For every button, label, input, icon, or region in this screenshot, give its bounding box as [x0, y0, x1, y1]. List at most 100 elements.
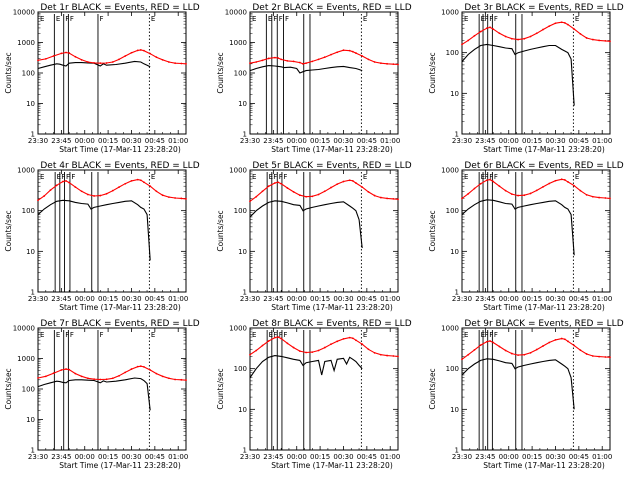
x-tick-label: 00:00: [75, 137, 95, 145]
lld-data-point: [317, 193, 320, 196]
y-tick-label: 1000: [229, 167, 247, 175]
chart-title: Det 4r BLACK = Events, RED = LLD: [40, 161, 199, 171]
lld-data-point: [292, 346, 295, 349]
event-marker-label: E: [464, 331, 468, 339]
x-tick-label: 00:30: [545, 137, 565, 145]
x-tick-label: 00:45: [145, 453, 165, 461]
lld-data-point: [43, 195, 46, 197]
lld-data-point: [267, 185, 270, 188]
lld-data-point: [348, 336, 351, 339]
lld-data-point: [591, 355, 594, 357]
x-tick-label: 23:45: [263, 137, 283, 145]
lld-data-point: [274, 336, 276, 339]
event-marker-label: F: [99, 15, 103, 23]
lld-data-point: [529, 351, 532, 354]
x-tick-label: 23:30: [28, 137, 48, 145]
lld-data-point: [130, 51, 133, 54]
x-tick-label: 00:45: [145, 137, 165, 145]
lld-data-point: [99, 194, 102, 197]
lld-data-point: [504, 35, 507, 38]
lld-data-point: [604, 39, 607, 42]
lld-data-point: [65, 51, 67, 54]
lld-data-point: [397, 198, 399, 201]
event-marker-label: E: [481, 173, 485, 181]
lld-data-point: [298, 194, 301, 197]
x-tick-label: 01:00: [380, 137, 400, 145]
lld-data-point: [510, 352, 513, 355]
lld-data-point: [348, 179, 351, 182]
lld-data-point: [86, 193, 89, 196]
lld-data-point: [367, 348, 370, 351]
lld-data-point: [473, 348, 476, 351]
lld-data-point: [139, 365, 142, 368]
lld-data-point: [93, 195, 95, 197]
event-marker-label: E: [56, 15, 60, 23]
lld-data-point: [560, 178, 563, 181]
lld-data-point: [479, 30, 482, 33]
x-tick-label: 00:30: [121, 453, 141, 461]
lld-data-point: [143, 366, 145, 368]
lld-data-point: [461, 43, 463, 46]
lld-data-point: [573, 184, 576, 187]
x-tick-label: 00:45: [569, 295, 589, 303]
lld-data-point: [336, 183, 339, 186]
x-tick-label: 00:15: [310, 295, 330, 303]
lld-data-point: [567, 23, 569, 26]
lld-data-point: [118, 58, 120, 61]
lld-data-point: [498, 345, 501, 348]
lld-data-point: [80, 58, 83, 61]
lld-data-point: [554, 179, 557, 182]
lld-data-point: [161, 58, 164, 61]
y-tick-label: 10: [450, 248, 459, 256]
event-marker-label: F: [65, 15, 69, 23]
lld-data-point: [367, 190, 370, 193]
y-tick-label: 10: [238, 406, 247, 414]
axes-frame: [461, 11, 611, 135]
lld-data-point: [573, 344, 576, 347]
x-axis-label: Start Time (17-Mar-11 23:28:20): [271, 145, 393, 154]
lld-data-point: [604, 356, 607, 358]
lld-data-point: [342, 337, 345, 340]
lld-data-point: [37, 59, 39, 62]
y-tick-label: 100: [446, 49, 459, 57]
chart-title: Det 9r BLACK = Events, RED = LLD: [464, 319, 623, 329]
lld-data-point: [62, 180, 64, 183]
event-marker-label: E: [363, 173, 367, 181]
event-marker-label: F: [279, 331, 283, 339]
lld-data-point: [548, 341, 551, 344]
chart-title: Det 6r BLACK = Events, RED = LLD: [464, 161, 623, 171]
event-marker-label: E: [363, 15, 367, 23]
lld-data-point: [585, 37, 588, 39]
lld-data-point: [373, 61, 376, 63]
lld-data-point: [68, 368, 71, 371]
x-tick-label: 00:00: [499, 295, 519, 303]
x-tick-label: 00:00: [499, 453, 519, 461]
event-marker-label: F: [70, 15, 74, 23]
lld-data-point: [286, 187, 289, 189]
lld-data-point: [542, 28, 544, 31]
y-tick-label: 1000: [229, 325, 247, 333]
event-marker-label: F: [273, 15, 277, 23]
y-tick-label: 1000: [17, 167, 35, 175]
lld-data-point: [510, 193, 513, 196]
lld-data-point: [342, 49, 345, 52]
lld-data-point: [261, 59, 264, 62]
lld-data-point: [161, 375, 164, 378]
event-marker-label: F: [489, 331, 493, 339]
series-events-line: [249, 200, 363, 249]
x-axis-label: Start Time (17-Mar-11 23:28:20): [59, 145, 181, 154]
lld-data-point: [529, 192, 532, 195]
chart-title: Det 5r BLACK = Events, RED = LLD: [252, 161, 411, 171]
lld-data-point: [37, 199, 39, 202]
lld-data-point: [305, 62, 307, 65]
lld-data-point: [529, 35, 532, 38]
y-tick-label: 100: [234, 70, 247, 78]
lld-data-point: [80, 190, 83, 193]
lld-data-point: [598, 355, 600, 358]
event-marker-label: E: [252, 173, 256, 181]
lld-data-point: [311, 60, 314, 63]
x-tick-label: 00:15: [522, 295, 542, 303]
chart-panel-4: Det 4r BLACK = Events, RED = LLD 23:30 23:…: [4, 161, 200, 312]
y-tick-label: 10: [26, 100, 35, 108]
event-marker-label: E: [40, 331, 44, 339]
